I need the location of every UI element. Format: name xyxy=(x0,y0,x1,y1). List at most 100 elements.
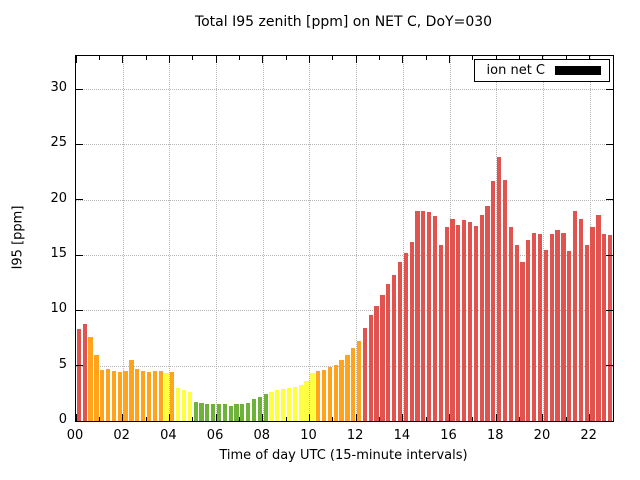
bar xyxy=(187,392,192,421)
bar xyxy=(491,180,496,421)
x-axis-label: Time of day UTC (15-minute intervals) xyxy=(219,448,468,463)
bar xyxy=(403,252,408,421)
x-tick-mark xyxy=(168,56,170,63)
bar xyxy=(263,394,268,421)
x-tick-mark xyxy=(122,56,124,63)
legend-label: ion net C xyxy=(486,63,545,78)
y-tick-mark xyxy=(76,88,83,90)
y-tick-label: 25 xyxy=(50,135,67,151)
x-minor-tick-mark xyxy=(612,56,614,60)
x-minor-tick-mark xyxy=(425,417,427,421)
x-minor-tick-mark xyxy=(332,417,334,421)
x-tick-mark xyxy=(122,414,124,421)
x-tick-label: 16 xyxy=(440,428,457,443)
bar xyxy=(543,249,548,421)
bar xyxy=(450,218,455,421)
x-tick-label: 12 xyxy=(346,428,364,443)
x-tick-mark xyxy=(308,56,310,63)
grid-line-x xyxy=(122,56,124,421)
bar xyxy=(88,336,93,421)
x-minor-tick-mark xyxy=(612,417,614,421)
bar xyxy=(94,354,99,421)
bar xyxy=(176,387,181,421)
bar xyxy=(316,371,321,421)
bar xyxy=(467,221,473,421)
bar xyxy=(111,371,117,421)
x-minor-tick-mark xyxy=(565,56,567,60)
x-minor-tick-mark xyxy=(192,417,194,421)
x-minor-tick-mark xyxy=(519,56,521,60)
bar xyxy=(456,225,461,421)
y-tick-label: 10 xyxy=(50,301,67,317)
bar xyxy=(333,364,338,421)
x-tick-mark xyxy=(449,414,451,421)
bar xyxy=(228,405,233,421)
y-tick-mark xyxy=(76,199,83,201)
bar xyxy=(561,232,566,421)
bar xyxy=(117,372,122,421)
bar xyxy=(199,403,204,421)
bar xyxy=(76,329,82,421)
bar xyxy=(485,206,490,421)
bar xyxy=(374,305,379,421)
x-minor-tick-mark xyxy=(379,417,381,421)
x-tick-mark xyxy=(402,56,404,63)
y-tick-mark xyxy=(76,254,83,256)
y-tick-label: 30 xyxy=(50,80,67,96)
bar xyxy=(129,360,134,421)
bar xyxy=(105,369,111,421)
bar xyxy=(391,275,397,421)
bar xyxy=(438,245,443,421)
x-tick-label: 14 xyxy=(393,428,411,443)
x-minor-tick-mark xyxy=(519,417,521,421)
bar xyxy=(269,392,274,421)
legend-swatch xyxy=(555,66,601,75)
y-tick-mark xyxy=(606,199,613,201)
x-tick-label: 00 xyxy=(66,428,84,443)
grid-line-x xyxy=(216,56,218,421)
x-tick-label: 18 xyxy=(486,428,504,443)
x-tick-mark xyxy=(402,414,404,421)
grid-line-y xyxy=(76,89,613,91)
y-tick-mark xyxy=(606,420,613,422)
bar xyxy=(158,371,163,421)
bar xyxy=(351,348,356,421)
y-tick-mark xyxy=(76,143,83,145)
y-tick-mark xyxy=(606,88,613,90)
bar xyxy=(368,314,373,421)
bar xyxy=(356,341,362,421)
bar xyxy=(310,373,315,421)
grid-line-x xyxy=(169,56,171,421)
x-minor-tick-mark xyxy=(379,56,381,60)
bar xyxy=(497,156,502,421)
bar xyxy=(257,396,262,421)
bar xyxy=(286,387,292,421)
grid-line-y xyxy=(76,255,613,257)
y-tick-label: 15 xyxy=(50,246,67,262)
bar xyxy=(275,390,280,421)
bar xyxy=(578,218,583,421)
bar xyxy=(234,404,239,421)
bar xyxy=(596,215,601,421)
bar xyxy=(321,370,327,421)
x-minor-tick-mark xyxy=(332,56,334,60)
bar xyxy=(251,398,257,421)
bar xyxy=(584,245,589,421)
x-tick-mark xyxy=(262,414,264,421)
bar xyxy=(409,241,414,421)
bar xyxy=(327,366,333,421)
x-tick-mark xyxy=(355,56,357,63)
x-minor-tick-mark xyxy=(192,56,194,60)
bar xyxy=(222,404,227,421)
bar xyxy=(345,354,350,421)
bar xyxy=(432,216,438,421)
bar xyxy=(421,210,426,421)
bar xyxy=(479,215,484,421)
x-tick-mark xyxy=(215,56,217,63)
x-tick-label: 04 xyxy=(160,428,177,443)
y-tick-mark xyxy=(76,420,83,422)
grid-line-x xyxy=(309,56,311,421)
bar xyxy=(135,369,140,421)
bar xyxy=(298,384,303,421)
x-tick-mark xyxy=(75,56,77,63)
